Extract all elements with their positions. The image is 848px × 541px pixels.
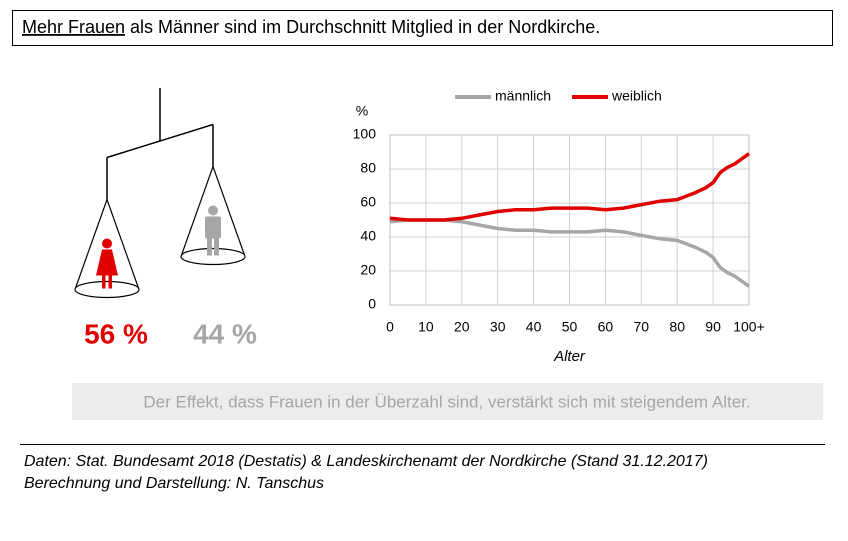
note-box xyxy=(72,383,823,420)
figure-head xyxy=(102,238,112,249)
y-tick-label: 80 xyxy=(360,160,376,176)
footer-line: Berechnung und Darstellung: N. Tanschus xyxy=(24,475,324,492)
cone-base xyxy=(180,247,246,266)
x-tick-label: 70 xyxy=(634,319,650,335)
legend-label: männlich xyxy=(495,88,551,104)
y-tick-label: 40 xyxy=(360,228,376,244)
cone-base xyxy=(74,280,140,299)
figure-leg xyxy=(207,238,212,256)
title-rest: als Männer sind im Durchschnitt Mitglied… xyxy=(130,17,600,37)
y-axis-label: % xyxy=(356,103,368,119)
percent-label: 56 % xyxy=(84,318,148,349)
footer-line: Daten: Stat. Bundesamt 2018 (Destatis) &… xyxy=(24,453,708,470)
figure-head xyxy=(208,205,218,216)
cone xyxy=(74,197,140,290)
title-box xyxy=(12,10,833,46)
figure-leg xyxy=(102,275,106,289)
y-tick-label: 0 xyxy=(368,296,376,312)
x-tick-label: 0 xyxy=(386,319,394,335)
x-tick-label: 20 xyxy=(454,319,470,335)
legend-label: weiblich xyxy=(611,88,662,104)
x-tick-label: 100+ xyxy=(733,319,765,335)
x-tick-label: 30 xyxy=(490,319,506,335)
x-tick-label: 50 xyxy=(562,319,578,335)
title: Mehr Frauen als Männer sind im Durchschni… xyxy=(22,17,600,37)
x-tick-label: 80 xyxy=(669,319,685,335)
x-tick-label: 10 xyxy=(418,319,434,335)
x-tick-label: 60 xyxy=(598,319,614,335)
series-line xyxy=(389,152,751,222)
figure-body xyxy=(205,216,221,239)
x-axis-label: Alter xyxy=(553,348,586,365)
x-tick-label: 90 xyxy=(705,319,721,335)
x-tick-label: 40 xyxy=(526,319,542,335)
title-highlight: Mehr Frauen xyxy=(22,17,125,37)
figure-leg xyxy=(214,238,219,256)
note: Der Effekt, dass Frauen in der Überzahl … xyxy=(143,392,750,411)
cone xyxy=(180,164,246,257)
beam xyxy=(106,123,214,159)
pan xyxy=(74,157,140,299)
y-tick-label: 60 xyxy=(360,194,376,210)
percent-label: 44 % xyxy=(193,318,257,349)
figure-leg xyxy=(108,275,112,289)
y-tick-label: 100 xyxy=(353,126,377,142)
y-tick-label: 20 xyxy=(360,262,376,278)
figure-body xyxy=(96,249,118,276)
pan xyxy=(180,124,246,266)
series-line xyxy=(389,218,751,288)
